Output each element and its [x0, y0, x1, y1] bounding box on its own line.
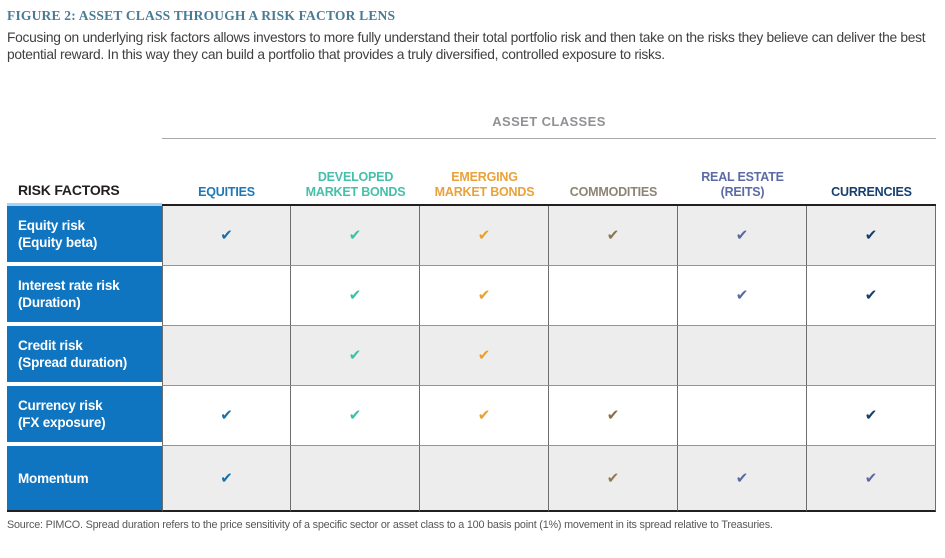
check-icon: ✔: [348, 286, 362, 305]
row-header-credit-risk: Credit risk (Spread duration): [7, 326, 162, 387]
check-cell: [549, 266, 678, 327]
check-cell: ✔: [807, 446, 936, 513]
check-icon: ✔: [864, 406, 878, 425]
check-cell: [678, 386, 807, 447]
check-cell: ✔: [291, 326, 420, 387]
check-cell: ✔: [420, 386, 549, 447]
table-row-equity-risk: Equity risk (Equity beta) ✔ ✔ ✔ ✔ ✔ ✔: [7, 206, 936, 267]
check-icon: ✔: [348, 226, 362, 245]
check-cell: ✔: [678, 206, 807, 267]
table-row-momentum: Momentum ✔ ✔ ✔ ✔: [7, 446, 936, 513]
check-cell: [549, 326, 678, 387]
table-row-currency-risk: Currency risk (FX exposure) ✔ ✔ ✔ ✔ ✔: [7, 386, 936, 447]
row-header-currency-risk: Currency risk (FX exposure): [7, 386, 162, 447]
check-cell: [162, 326, 291, 387]
row-header-equity-risk: Equity risk (Equity beta): [7, 206, 162, 267]
column-header-developed-market-bonds: DEVELOPED MARKET BONDS: [291, 157, 420, 207]
check-cell: ✔: [678, 266, 807, 327]
check-cell: ✔: [291, 206, 420, 267]
row-header-interest-rate-risk: Interest rate risk (Duration): [7, 266, 162, 327]
check-cell: ✔: [807, 206, 936, 267]
check-cell: ✔: [420, 266, 549, 327]
check-cell: ✔: [420, 206, 549, 267]
check-cell: ✔: [807, 386, 936, 447]
check-cell: ✔: [291, 266, 420, 327]
check-icon: ✔: [735, 286, 749, 305]
check-cell: [162, 266, 291, 327]
check-icon: ✔: [477, 406, 491, 425]
check-cell: ✔: [549, 446, 678, 513]
check-cell: [420, 446, 549, 513]
check-cell: ✔: [549, 206, 678, 267]
check-icon: ✔: [477, 346, 491, 365]
check-icon: ✔: [220, 406, 233, 425]
check-cell: [291, 446, 420, 513]
check-icon: ✔: [606, 468, 620, 487]
column-header-real-estate-reits: REAL ESTATE (REITS): [678, 157, 807, 207]
figure-description: Focusing on underlying risk factors allo…: [7, 30, 926, 63]
check-icon: ✔: [606, 226, 620, 245]
check-cell: ✔: [162, 446, 291, 513]
check-cell: ✔: [420, 326, 549, 387]
table-row-interest-rate-risk: Interest rate risk (Duration) ✔ ✔ ✔ ✔: [7, 266, 936, 327]
check-icon: ✔: [220, 468, 233, 487]
check-icon: ✔: [220, 226, 233, 245]
table-column-header-row: RISK FACTORS EQUITIES DEVELOPED MARKET BO…: [7, 157, 936, 207]
asset-classes-group-header: ASSET CLASSES: [162, 114, 936, 140]
column-header-emerging-market-bonds: EMERGING MARKET BONDS: [420, 157, 549, 207]
check-cell: ✔: [291, 386, 420, 447]
check-cell: ✔: [678, 446, 807, 513]
check-icon: ✔: [477, 226, 491, 245]
check-icon: ✔: [864, 226, 878, 245]
check-icon: ✔: [864, 286, 878, 305]
check-icon: ✔: [606, 406, 620, 425]
figure-title: FIGURE 2: ASSET CLASS THROUGH A RISK FAC…: [7, 8, 396, 23]
check-cell: ✔: [162, 206, 291, 267]
risk-factors-header: RISK FACTORS: [7, 182, 162, 207]
check-icon: ✔: [735, 226, 749, 245]
column-header-commodities: COMMODITIES: [549, 157, 678, 207]
check-icon: ✔: [864, 468, 878, 487]
figure-panel: FIGURE 2: ASSET CLASS THROUGH A RISK FAC…: [0, 8, 945, 558]
column-header-currencies: CURRENCIES: [807, 157, 936, 207]
risk-factor-matrix: Equity risk (Equity beta) ✔ ✔ ✔ ✔ ✔ ✔ Interest r…: [7, 206, 936, 513]
check-cell: ✔: [162, 386, 291, 447]
check-icon: ✔: [348, 406, 362, 425]
row-header-momentum: Momentum: [7, 446, 162, 513]
check-icon: ✔: [477, 286, 491, 305]
check-cell: [678, 326, 807, 387]
column-header-equities: EQUITIES: [162, 157, 291, 207]
check-cell: ✔: [807, 266, 936, 327]
check-cell: [807, 326, 936, 387]
check-cell: ✔: [549, 386, 678, 447]
table-row-credit-risk: Credit risk (Spread duration) ✔ ✔: [7, 326, 936, 387]
check-icon: ✔: [735, 468, 749, 487]
source-note: Source: PIMCO. Spread duration refers to…: [7, 519, 773, 532]
check-icon: ✔: [348, 346, 362, 365]
